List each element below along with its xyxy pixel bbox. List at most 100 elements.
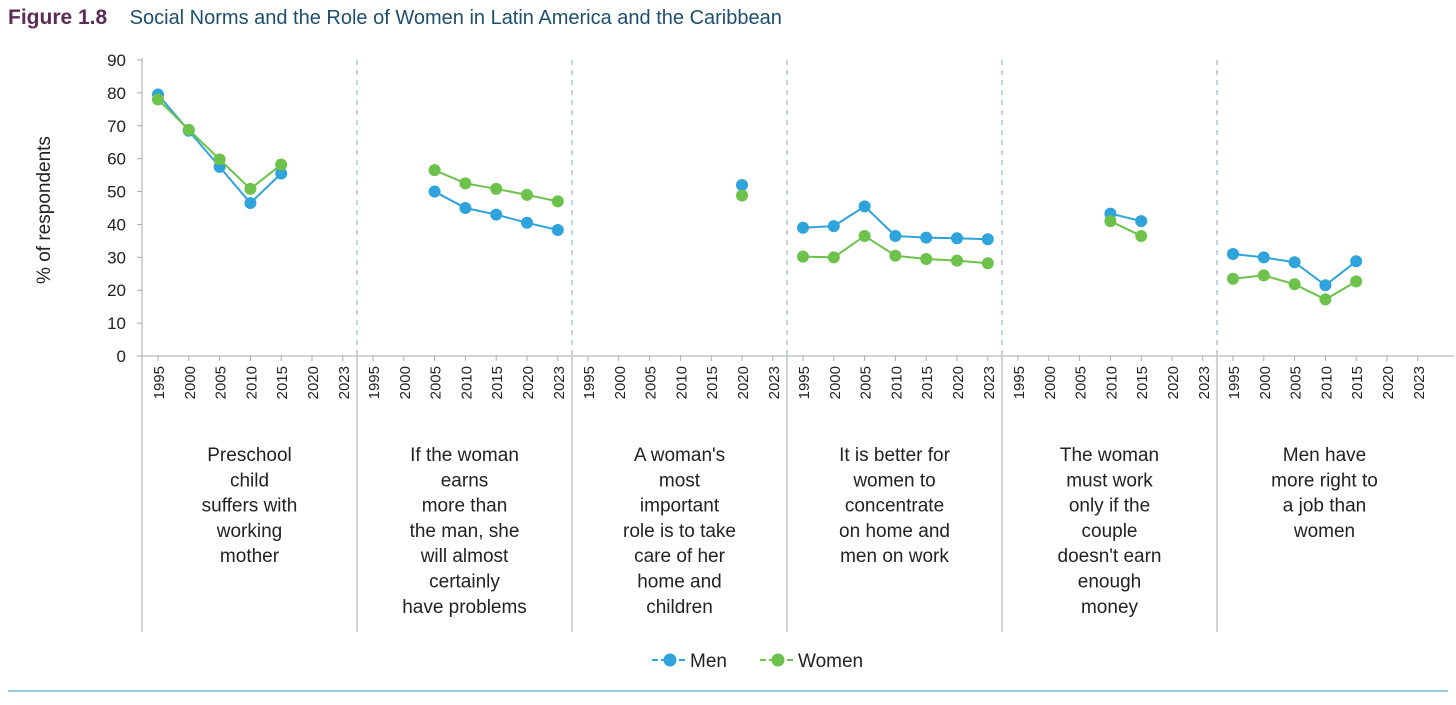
data-point-women [736,189,748,202]
data-point-men [736,178,748,191]
panel-category-label-line: certainly [429,572,500,593]
data-point-men [428,185,441,198]
bottom-rule [8,690,1448,692]
data-point-men [275,167,288,180]
x-tick-label-year: 2010 [673,366,690,399]
panel-category-label-line: most [659,470,701,491]
panel-category-label-line: It is better for [839,445,951,466]
y-tick-label: 70 [107,117,126,136]
panel-category-label: It is better for women to concentrate on ho… [839,445,951,567]
x-tick-label-year: 2000 [1257,366,1274,399]
x-tick-label-year: 1995 [581,366,598,399]
x-tick-label-year: 2010 [888,366,905,399]
y-tick-label: 30 [107,248,126,267]
x-tick-label-year: 2020 [305,366,322,399]
data-point-women [797,250,809,263]
y-tick-label: 60 [107,150,126,169]
data-point-men [1350,255,1363,268]
data-point-men [920,231,933,244]
legend-marker-women [771,653,785,667]
x-tick-label-year: 2023 [981,366,998,399]
data-point-women [275,158,288,171]
data-point-men [858,200,871,213]
x-tick-label-year: 2020 [1165,366,1182,399]
data-point-women [428,164,441,177]
data-point-women [1135,229,1148,242]
x-tick-label-year: 1995 [1226,366,1243,399]
panel-category-label-line: children [646,597,713,618]
x-tick-label-year: 2015 [489,366,506,399]
data-point-men [244,197,257,210]
legend-label-women: Women [798,651,863,672]
x-tick-label-year: 2015 [704,366,721,399]
y-tick-label: 20 [107,281,126,300]
panel-category-label-line: Men have [1283,445,1366,466]
data-point-women [1257,269,1270,282]
panel-category-label-line: suffers with [202,496,298,517]
x-tick-label-year: 2010 [1103,366,1120,399]
panel-category-label-line: men on work [840,546,949,567]
data-point-men [1227,248,1239,261]
panel-category-label: Men have more right to a job than women [1271,445,1378,542]
data-point-men [521,216,533,229]
x-tick-label-year: 2005 [858,366,875,399]
panel-category-label-line: child [230,470,269,491]
data-point-women [1227,272,1239,285]
panel-category-label-line: working [216,521,282,542]
x-tick-label-year: 2020 [735,366,752,399]
data-point-women [551,195,564,208]
x-tick-label-year: 1995 [366,366,383,399]
x-tick-label-year: 2020 [950,366,967,399]
figure-title-bar: Figure 1.8 Social Norms and the Role of … [8,6,782,38]
panel-category-label-line: care of her [634,546,725,567]
panel-category-label: If the woman earns more than the man, she wi… [402,445,527,618]
data-point-women [827,251,840,264]
x-tick-label-year: 2015 [919,366,936,399]
panel-category-label-line: must work [1066,470,1153,491]
series-line-women [157,98,282,191]
x-tick-label-year: 2010 [458,366,475,399]
x-tick-label-year: 2023 [1196,366,1213,399]
y-tick-label: 10 [107,314,126,333]
y-tick-label: 90 [107,51,126,70]
x-tick-label-year: 2020 [520,366,537,399]
x-tick-label-year: 2005 [213,366,230,399]
panel-category-label-line: will almost [420,546,509,567]
panel-category-label-line: enough [1078,572,1141,593]
x-tick-label-year: 2005 [1288,366,1305,399]
data-point-men [951,232,963,245]
panel-category-label-line: have problems [402,597,527,618]
panel-category-label-line: earns [441,470,489,491]
x-tick-label-year: 2000 [397,366,414,399]
y-tick-label: 0 [117,347,126,366]
panel-category-label-line: Preschool [207,445,292,466]
data-point-women [182,123,195,136]
x-tick-label-year: 2020 [1380,366,1397,399]
data-point-women [490,182,503,195]
panel-category-label: The woman must work only if the couple doesn… [1058,445,1162,618]
x-tick-label-year: 1995 [151,366,168,399]
data-point-men [459,202,472,214]
panel-category-label-line: concentrate [845,496,944,517]
data-point-men [1257,251,1270,264]
panel-category-label-line: A woman's [634,445,725,466]
data-point-women [858,229,871,242]
x-tick-label-year: 2023 [551,366,568,399]
series-line-men [157,93,282,205]
x-tick-label-year: 2000 [1042,366,1059,399]
x-tick-label-year: 2015 [274,366,291,399]
legend-label-men: Men [690,651,727,672]
panel-category-label-line: women to [852,470,935,491]
panel-category-label-line: only if the [1069,496,1150,517]
x-tick-label-year: 2000 [182,366,199,399]
panel-category-label: A woman's most important role is to take car… [623,445,736,618]
panel-category-label-line: couple [1082,521,1138,542]
y-axis-title: % of respondents [34,136,55,284]
x-tick-label-year: 2000 [827,366,844,399]
legend-marker-men [663,653,677,667]
data-point-men [981,233,994,246]
panel-category-label-line: role is to take [623,521,736,542]
x-tick-label-year: 2005 [428,366,445,399]
data-point-women [1288,278,1301,291]
